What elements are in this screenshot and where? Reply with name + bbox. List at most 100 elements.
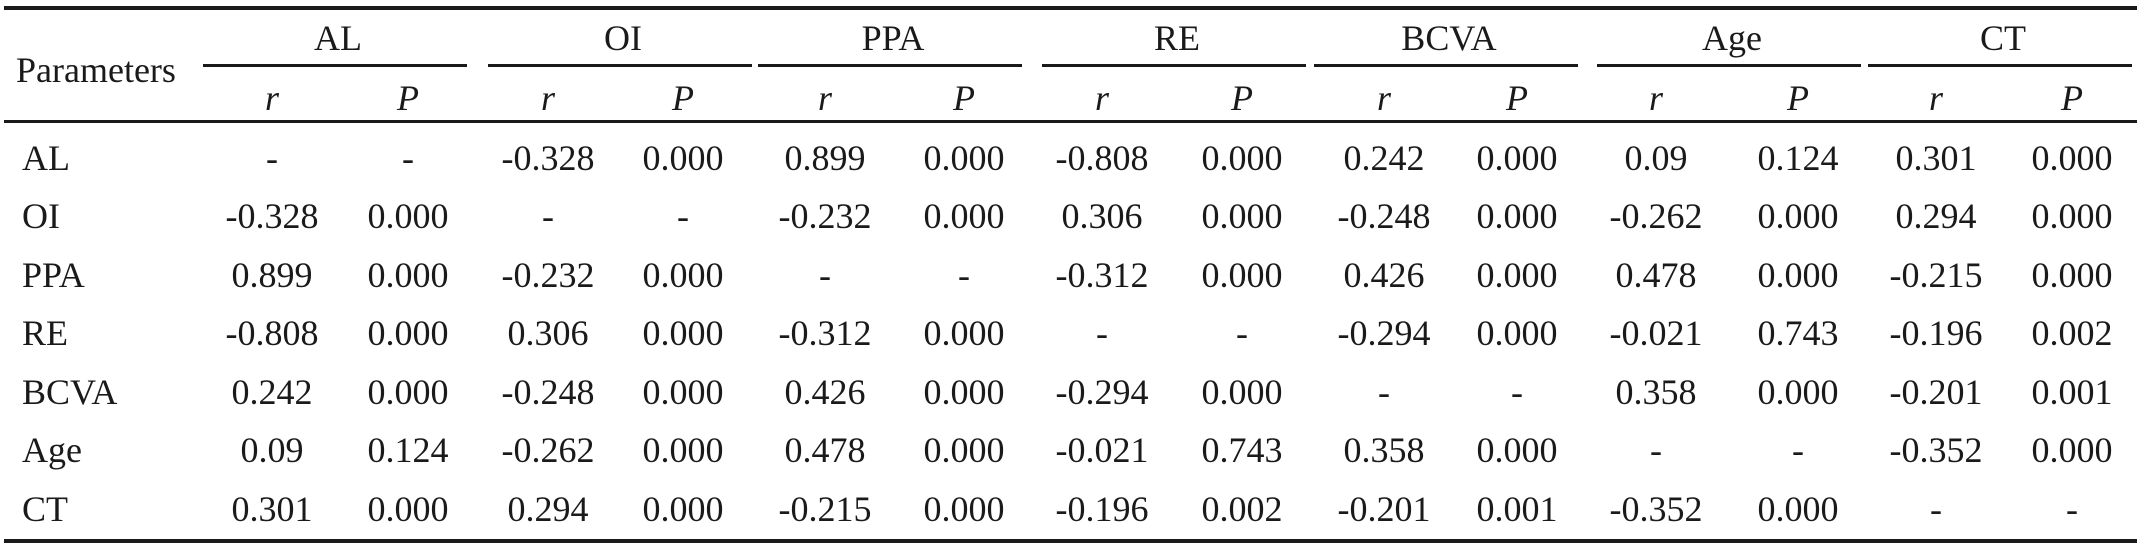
table-cell: 0.000: [367, 313, 449, 353]
table-cell: 0.09: [1624, 138, 1688, 178]
group-rule-age: [1597, 64, 1861, 67]
subheader-r: r: [1648, 78, 1664, 118]
group-rule-oi: [488, 64, 752, 67]
table-cell: -0.201: [1889, 372, 1983, 412]
table-cell: -: [266, 138, 278, 178]
table-cell: 0.000: [1757, 489, 1839, 529]
table-cell: -: [1650, 430, 1662, 470]
table-cell: 0.899: [784, 138, 866, 178]
subheader-p: P: [953, 78, 975, 118]
table-cell: 0.000: [642, 489, 724, 529]
table-cell: 0.09: [240, 430, 304, 470]
table-cell: 0.426: [784, 372, 866, 412]
table-cell: -: [542, 196, 554, 236]
table-cell: 0.000: [923, 313, 1005, 353]
subheader-p: P: [1787, 78, 1809, 118]
table-cell: 0.000: [1201, 255, 1283, 295]
table-cell: 0.000: [1757, 196, 1839, 236]
table-bottom-rule: [4, 539, 2137, 543]
table-cell: 0.000: [642, 255, 724, 295]
table-cell: 0.000: [2031, 196, 2113, 236]
table-cell: 0.000: [923, 372, 1005, 412]
table-cell: 0.000: [367, 196, 449, 236]
table-header-rule: [4, 120, 2137, 123]
table-cell: -: [402, 138, 414, 178]
table-cell: 0.306: [1061, 196, 1143, 236]
table-cell: 0.000: [923, 138, 1005, 178]
subheader-r: r: [1094, 78, 1110, 118]
table-cell: 0.242: [1343, 138, 1425, 178]
row-label-ct: CT: [22, 489, 69, 529]
table-cell: 0.301: [231, 489, 313, 529]
subheader-p: P: [397, 78, 419, 118]
table-cell: 0.000: [642, 430, 724, 470]
table-cell: -0.808: [225, 313, 319, 353]
table-cell: 0.124: [1757, 138, 1839, 178]
table-cell: -: [1511, 372, 1523, 412]
table-cell: -0.248: [501, 372, 595, 412]
table-cell: 0.000: [1476, 430, 1558, 470]
table-cell: 0.000: [1476, 255, 1558, 295]
table-cell: -0.232: [778, 196, 872, 236]
table-cell: -0.294: [1055, 372, 1149, 412]
table-cell: 0.000: [1757, 255, 1839, 295]
table-cell: 0.000: [1476, 196, 1558, 236]
group-header-bcva: BCVA: [1401, 18, 1497, 58]
table-cell: 0.000: [2031, 138, 2113, 178]
table-cell: 0.000: [642, 372, 724, 412]
table-cell: -0.196: [1889, 313, 1983, 353]
table-cell: 0.000: [1201, 372, 1283, 412]
row-label-re: RE: [22, 313, 69, 353]
subheader-p: P: [1506, 78, 1528, 118]
table-cell: -0.312: [1055, 255, 1149, 295]
table-cell: -0.196: [1055, 489, 1149, 529]
table-cell: 0.294: [507, 489, 589, 529]
group-rule-re: [1042, 64, 1306, 67]
table-cell: -0.262: [1609, 196, 1703, 236]
table-cell: -0.215: [778, 489, 872, 529]
table-cell: -: [1096, 313, 1108, 353]
group-rule-ppa: [758, 64, 1022, 67]
group-header-ppa: PPA: [861, 18, 925, 58]
group-rule-al: [203, 64, 467, 67]
table-cell: 0.899: [231, 255, 313, 295]
row-label-age: Age: [22, 430, 82, 470]
subheader-r: r: [264, 78, 280, 118]
table-cell: -0.352: [1609, 489, 1703, 529]
table-cell: -: [1930, 489, 1942, 529]
table-cell: 0.301: [1895, 138, 1977, 178]
table-cell: -: [677, 196, 689, 236]
table-cell: -0.262: [501, 430, 595, 470]
subheader-p: P: [672, 78, 694, 118]
subheader-p: P: [1231, 78, 1253, 118]
table-cell: 0.000: [1757, 372, 1839, 412]
table-cell: -0.328: [501, 138, 595, 178]
table-cell: -0.328: [225, 196, 319, 236]
table-cell: 0.242: [231, 372, 313, 412]
table-cell: 0.294: [1895, 196, 1977, 236]
table-cell: -0.312: [778, 313, 872, 353]
group-header-oi: OI: [604, 18, 642, 58]
table-cell: 0.000: [923, 430, 1005, 470]
subheader-p: P: [2061, 78, 2083, 118]
table-cell: 0.426: [1343, 255, 1425, 295]
table-cell: -0.021: [1609, 313, 1703, 353]
table-cell: -: [1792, 430, 1804, 470]
group-header-age: Age: [1702, 18, 1762, 58]
table-cell: 0.000: [642, 313, 724, 353]
table-cell: 0.002: [2031, 313, 2113, 353]
table-cell: 0.358: [1343, 430, 1425, 470]
table-cell: 0.743: [1201, 430, 1283, 470]
group-header-re: RE: [1153, 18, 1201, 58]
row-label-bcva: BCVA: [22, 372, 118, 412]
table-cell: 0.743: [1757, 313, 1839, 353]
table-cell: -0.352: [1889, 430, 1983, 470]
table-cell: 0.000: [2031, 255, 2113, 295]
table-cell: 0.478: [1615, 255, 1697, 295]
table-cell: 0.002: [1201, 489, 1283, 529]
table-cell: -0.215: [1889, 255, 1983, 295]
table-cell: -0.808: [1055, 138, 1149, 178]
table-cell: 0.000: [367, 489, 449, 529]
table-cell: 0.358: [1615, 372, 1697, 412]
